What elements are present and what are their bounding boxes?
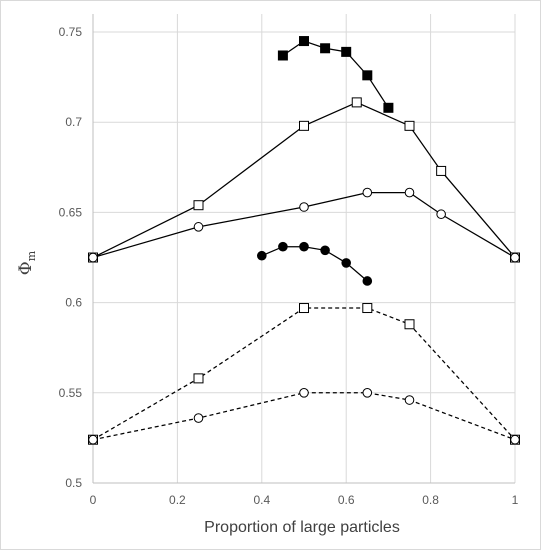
y-axis-title: Φm: [16, 250, 38, 275]
x-tick-label: 0.8: [422, 493, 439, 507]
series-2: [88, 187, 520, 263]
data-point: [88, 252, 98, 263]
data-point: [404, 187, 415, 198]
data-point: [351, 97, 362, 108]
data-point: [510, 252, 520, 263]
y-axis-subscript: m: [25, 250, 38, 261]
x-tick-label: 0: [90, 493, 97, 507]
data-point: [383, 102, 394, 113]
x-tick-label: 1: [512, 493, 519, 507]
data-point: [362, 187, 373, 198]
series-line: [282, 40, 389, 109]
data-point: [362, 303, 373, 314]
data-point: [193, 413, 204, 423]
x-axis-title: Proportion of large particles: [204, 519, 400, 536]
data-point: [341, 258, 352, 268]
series: [88, 36, 520, 445]
data-point: [193, 200, 204, 211]
data-point: [193, 222, 204, 232]
data-point: [404, 120, 415, 131]
data-point: [510, 434, 520, 445]
y-axis-symbol: Φ: [16, 261, 36, 275]
tick-labels: 0.5 0.55 0.6 0.65 0.7 0.75 0 0.2 0.4 0.6 0.8 1: [59, 25, 519, 507]
data-point: [341, 46, 352, 57]
series-4: [88, 303, 520, 445]
data-point: [277, 50, 288, 61]
data-point: [404, 319, 415, 330]
data-point: [404, 395, 415, 405]
y-tick-label: 0.5: [65, 476, 82, 490]
series-line: [92, 392, 516, 441]
data-point: [362, 70, 373, 81]
data-point: [278, 241, 288, 252]
axes: [92, 14, 515, 484]
data-point: [299, 202, 309, 212]
data-point: [362, 276, 373, 286]
series-5: [88, 388, 520, 445]
data-point: [436, 165, 447, 176]
data-point: [257, 250, 267, 261]
series-line: [92, 307, 516, 441]
data-point: [436, 209, 446, 220]
y-tick-label: 0.6: [65, 296, 82, 310]
data-point: [320, 245, 330, 256]
y-tick-label: 0.75: [59, 25, 83, 39]
series-line: [261, 246, 368, 282]
x-tick-label: 0.4: [253, 493, 270, 507]
y-tick-label: 0.7: [65, 115, 82, 129]
x-tick-label: 0.2: [169, 493, 186, 507]
data-point: [299, 303, 309, 314]
data-point: [299, 36, 309, 47]
gridlines: [93, 14, 516, 483]
x-tick-label: 0.6: [338, 493, 355, 507]
data-point: [299, 241, 309, 252]
y-tick-label: 0.65: [59, 205, 83, 219]
series-0: [277, 36, 394, 113]
data-point: [299, 388, 309, 398]
data-point: [299, 120, 309, 131]
data-point: [193, 373, 204, 384]
series-3: [257, 241, 373, 286]
y-tick-label: 0.55: [59, 386, 83, 400]
data-point: [320, 43, 331, 54]
data-point: [362, 388, 373, 398]
data-point: [88, 434, 98, 445]
